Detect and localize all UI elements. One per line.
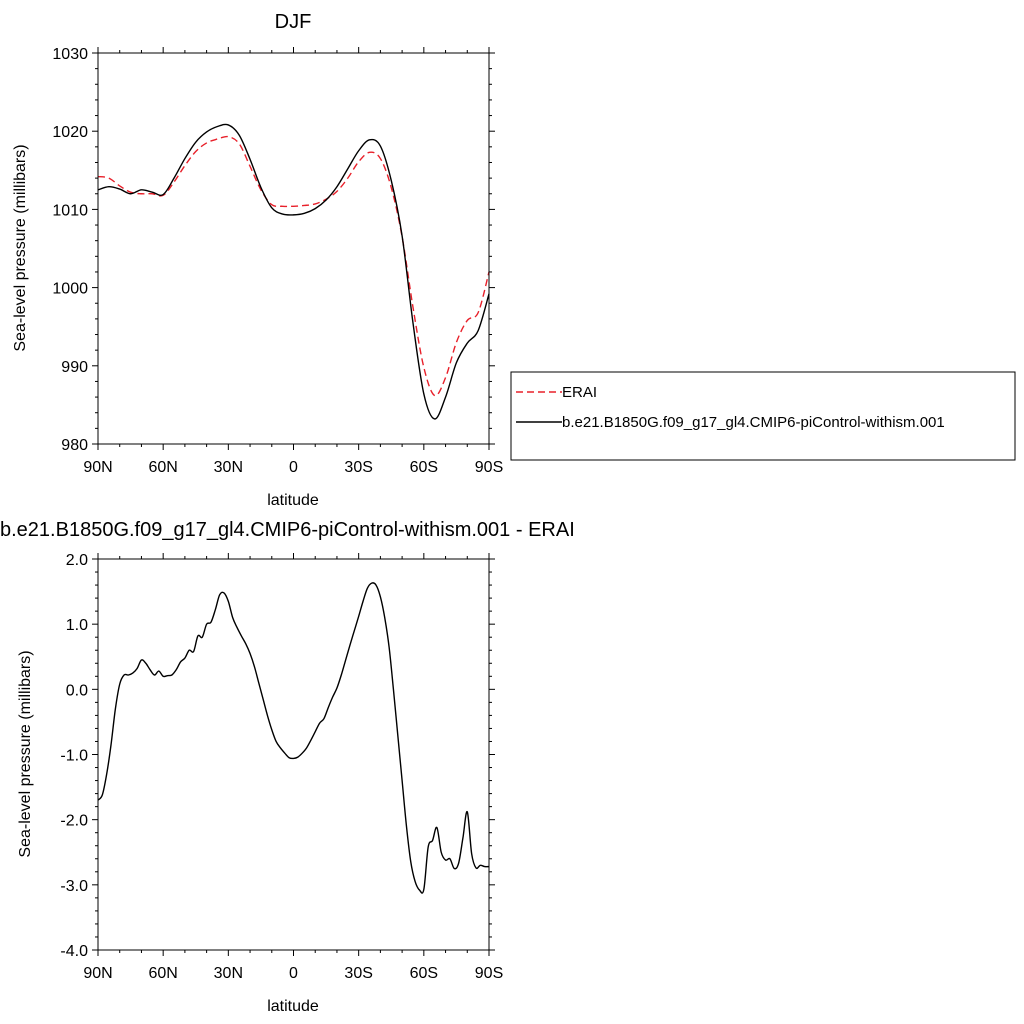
x-tick-label: 30N <box>214 459 243 476</box>
y-tick-label: 1030 <box>52 46 88 63</box>
y-axis-label: Sea-level pressure (millibars) <box>12 144 29 351</box>
bottom-panel-difference: b.e21.B1850G.f09_g17_gl4.CMIP6-piControl… <box>0 519 575 1015</box>
x-tick-label: 90S <box>475 459 503 476</box>
x-tick-label: 0 <box>289 459 298 476</box>
chart-title: DJF <box>275 11 312 33</box>
x-tick-label: 60N <box>148 965 177 982</box>
x-tick-label: 90N <box>83 965 112 982</box>
y-tick-label: 1.0 <box>66 617 88 634</box>
y-tick-label: 1000 <box>52 281 88 298</box>
x-tick-label: 30N <box>214 965 243 982</box>
y-tick-label: -2.0 <box>60 813 88 830</box>
series-line-model <box>97 123 490 420</box>
y-tick-label: 0.0 <box>66 682 88 699</box>
x-tick-label: 30S <box>344 965 372 982</box>
plot-frame-difference <box>97 558 490 951</box>
x-tick-label: 30S <box>344 459 372 476</box>
plot-lines-difference <box>97 582 490 894</box>
x-axis-label: latitude <box>267 492 319 509</box>
x-tick-label: 60N <box>148 459 177 476</box>
y-tick-label: -4.0 <box>60 943 88 960</box>
x-tick-label: 90S <box>475 965 503 982</box>
x-tick-label: 60S <box>410 965 438 982</box>
axis-ticks-difference: -4.0 -3.0 -2.0 -1.0 0.0 1.0 2.0 90N 60N 30N 0 30S 60… <box>60 552 503 982</box>
chart-title-difference: b.e21.B1850G.f09_g17_gl4.CMIP6-piControl… <box>0 519 575 541</box>
x-tick-label: 90N <box>83 459 112 476</box>
legend: ERAI b.e21.B1850G.f09_g17_gl4.CMIP6-piCo… <box>510 371 1016 461</box>
legend-label-model: b.e21.B1850G.f09_g17_gl4.CMIP6-piControl… <box>562 414 945 431</box>
x-tick-label: 60S <box>410 459 438 476</box>
legend-label-erai: ERAI <box>562 384 597 401</box>
top-panel-djf: DJF 980 990 1000 1010 1020 1030 90N 60N 30N 0 30S 6… <box>12 11 503 509</box>
y-tick-label: 980 <box>61 437 88 454</box>
y-tick-label: 2.0 <box>66 552 88 569</box>
plot-frame <box>97 52 490 445</box>
y-axis-label-difference: Sea-level pressure (millibars) <box>17 650 34 857</box>
y-tick-label: 1010 <box>52 202 88 219</box>
y-tick-label: 990 <box>61 359 88 376</box>
series-line-difference <box>97 582 490 894</box>
legend-box <box>510 371 1016 461</box>
axis-ticks: 980 990 1000 1010 1020 1030 90N 60N 30N 0 30S 60S 90… <box>52 46 503 476</box>
y-tick-label: 1020 <box>52 124 88 141</box>
plot-lines <box>97 123 490 420</box>
x-axis-label-difference: latitude <box>267 998 319 1015</box>
y-tick-label: -3.0 <box>60 878 88 895</box>
series-line-erai <box>97 135 490 397</box>
y-tick-label: -1.0 <box>60 748 88 765</box>
x-tick-label: 0 <box>289 965 298 982</box>
